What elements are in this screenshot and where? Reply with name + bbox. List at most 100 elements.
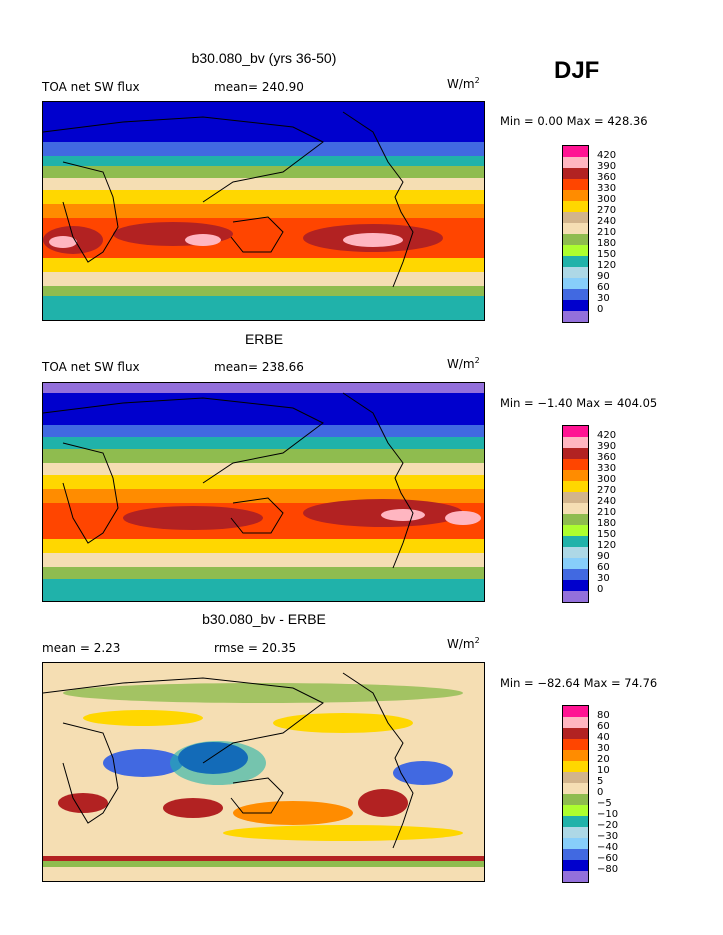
band-north-mid: [43, 437, 484, 449]
band-antarctic: [43, 579, 484, 601]
units-label: W/m2: [447, 356, 480, 371]
colorbar-tick-label: −5: [597, 798, 612, 809]
band-subarctic: [43, 425, 484, 437]
colorbar-swatch: [563, 805, 588, 816]
colorbar-tick-label: 150: [597, 249, 617, 260]
colorbar-tick-label: 270: [597, 485, 617, 496]
colorbar-tick-label: 120: [597, 260, 617, 271]
colorbar-tick-label: 30: [597, 743, 610, 754]
minmax-label: Min = −82.64 Max = 74.76: [500, 676, 658, 690]
colorbar-swatch: [563, 448, 588, 459]
colorbar-tick-label: 30: [597, 573, 610, 584]
coastline-eurasia: [43, 677, 324, 764]
coastline-australia: [230, 216, 284, 253]
colorbar-swatch: [563, 580, 588, 591]
units-sup: 2: [474, 356, 480, 365]
band-south-mid: [43, 539, 484, 553]
colorbar-tick-label: 330: [597, 463, 617, 474]
band-arctic: [43, 393, 484, 425]
colorbar-swatch: [563, 300, 588, 311]
blob-max-pacific: [343, 233, 403, 247]
colorbar-swatch: [563, 739, 588, 750]
units-text: W/m: [447, 357, 475, 371]
colorbar-swatch: [563, 569, 588, 580]
colorbar-tick-label: 60: [597, 282, 610, 293]
colorbar-swatch: [563, 146, 588, 157]
coastline-americas: [342, 111, 414, 288]
colorbar-tick-label: 360: [597, 172, 617, 183]
colorbar-swatch: [563, 717, 588, 728]
colorbar-swatch: [563, 492, 588, 503]
band-southern-ocean: [43, 567, 484, 579]
colorbar-swatch: [563, 827, 588, 838]
map-plot: [42, 382, 485, 602]
coastline-australia: [230, 497, 284, 534]
colorbar-tick-label: 300: [597, 474, 617, 485]
colorbar-swatch: [563, 481, 588, 492]
panel-title: ERBE: [244, 331, 284, 347]
band-southern-ocean: [43, 286, 484, 296]
colorbar: [562, 705, 589, 883]
colorbar-tick-label: 5: [597, 776, 604, 787]
colorbar-tick-label: −30: [597, 831, 619, 842]
blob-south-indian: [123, 506, 263, 530]
colorbar-swatch: [563, 470, 588, 481]
colorbar-tick-label: −10: [597, 809, 619, 820]
colorbar-swatch: [563, 547, 588, 558]
band-subarctic: [43, 142, 484, 156]
coastline-africa: [62, 722, 119, 824]
colorbar-swatch: [563, 849, 588, 860]
panel-left-label: TOA net SW flux: [42, 360, 140, 374]
band-southern-red: [43, 856, 484, 861]
map-field-svg: [43, 663, 484, 881]
units-sup: 2: [474, 636, 480, 645]
patch-south-red-2: [163, 798, 223, 818]
band-southern-green: [43, 861, 484, 867]
blob-max-indian: [185, 234, 221, 246]
panel-stat-label: mean= 238.66: [214, 360, 304, 374]
units-text: W/m: [447, 77, 475, 91]
minmax-label: Min = −1.40 Max = 404.05: [500, 396, 658, 410]
patch-south-red-3: [358, 789, 408, 817]
colorbar-tick-label: 420: [597, 150, 617, 161]
patch-pacific-yellow: [273, 713, 413, 733]
colorbar-swatch: [563, 157, 588, 168]
colorbar-tick-label: 20: [597, 754, 610, 765]
band-south-mid: [43, 258, 484, 272]
colorbar-swatch: [563, 245, 588, 256]
colorbar-tick-label: 150: [597, 529, 617, 540]
blob-max-atlantic: [445, 511, 481, 525]
units-sup: 2: [474, 76, 480, 85]
colorbar-swatch: [563, 201, 588, 212]
colorbar-tick-label: −60: [597, 853, 619, 864]
colorbar-tick-label: 80: [597, 710, 610, 721]
colorbar-swatch: [563, 256, 588, 267]
band-south-temperate: [43, 272, 484, 286]
band-arctic: [43, 102, 484, 142]
colorbar-tick-label: 330: [597, 183, 617, 194]
colorbar-tick-label: 0: [597, 787, 604, 798]
season-label: DJF: [554, 57, 600, 84]
colorbar-swatch: [563, 750, 588, 761]
colorbar-swatch: [563, 278, 588, 289]
panel-stat-label: rmse = 20.35: [214, 641, 297, 655]
colorbar-tick-label: 0: [597, 304, 604, 315]
panel-title: b30.080_bv - ERBE: [202, 611, 326, 627]
panel-stat-label: mean= 240.90: [214, 80, 304, 94]
colorbar-swatch: [563, 794, 588, 805]
colorbar-swatch: [563, 783, 588, 794]
colorbar-tick-label: 210: [597, 507, 617, 518]
colorbar-swatch: [563, 289, 588, 300]
patch-atlantic-blue: [393, 761, 453, 785]
colorbar-tick-label: −40: [597, 842, 619, 853]
panel-left-label: TOA net SW flux: [42, 80, 140, 94]
colorbar-swatch: [563, 212, 588, 223]
coastline-americas: [342, 392, 414, 569]
colorbar-tick-label: 60: [597, 721, 610, 732]
blob-max-pacific: [381, 509, 425, 521]
colorbar-tick-label: 270: [597, 205, 617, 216]
colorbar: [562, 425, 589, 603]
map-field-svg: [43, 383, 484, 601]
colorbar-tick-label: 420: [597, 430, 617, 441]
patch-north-yellow: [83, 710, 203, 726]
